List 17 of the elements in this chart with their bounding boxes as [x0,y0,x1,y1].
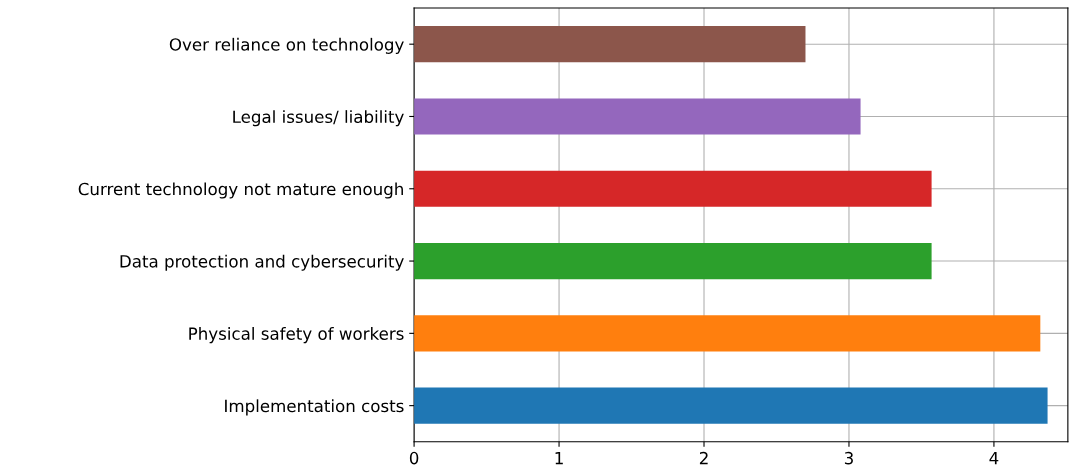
x-tick-label: 4 [989,452,999,465]
y-tick-label: Legal issues/ liability [233,110,404,127]
y-tick-label: Physical safety of workers [189,327,404,344]
bar [414,387,1048,424]
y-tick-label: Implementation costs [225,399,404,416]
x-tick-label: 0 [409,451,419,465]
y-tick-label: Over reliance on technology [169,37,404,54]
x-tick-label: 1 [555,452,563,465]
bar [414,98,861,135]
x-tick-label: 2 [699,451,708,465]
bar [414,26,806,63]
x-tick-label: 3 [844,451,853,465]
bar [414,242,932,280]
y-tick-label: Data protection and cybersecurity [120,254,404,271]
y-tick-label: Current technology not mature enough [78,182,403,199]
bar [414,315,1041,352]
bar [414,170,932,207]
